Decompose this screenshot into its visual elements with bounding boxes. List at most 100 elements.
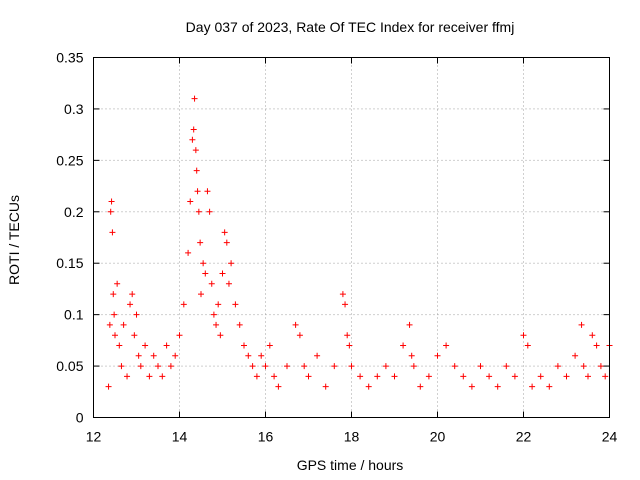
y-tick-label: 0.1 bbox=[64, 307, 84, 323]
data-point bbox=[365, 383, 372, 390]
data-point bbox=[180, 301, 187, 308]
data-point bbox=[391, 373, 398, 380]
chart-title: Day 037 of 2023, Rate Of TEC Index for r… bbox=[186, 19, 515, 35]
data-point bbox=[468, 383, 475, 390]
x-tick-label: 18 bbox=[344, 429, 360, 445]
data-point bbox=[322, 383, 329, 390]
data-points bbox=[105, 95, 613, 390]
data-point bbox=[266, 342, 273, 349]
data-point bbox=[176, 332, 183, 339]
data-point bbox=[374, 373, 381, 380]
data-point bbox=[408, 352, 415, 359]
data-point bbox=[112, 332, 118, 339]
data-point bbox=[563, 373, 570, 380]
data-point bbox=[245, 352, 252, 359]
y-tick-label: 0 bbox=[76, 410, 84, 426]
data-point bbox=[425, 373, 432, 380]
data-point bbox=[503, 363, 510, 370]
data-point bbox=[192, 147, 199, 154]
data-point bbox=[142, 342, 149, 349]
data-point bbox=[228, 260, 235, 267]
data-point bbox=[342, 301, 349, 308]
data-point bbox=[262, 363, 269, 370]
data-point bbox=[296, 332, 303, 339]
data-point bbox=[529, 383, 536, 390]
data-point bbox=[118, 363, 125, 370]
y-tick-label: 0.25 bbox=[56, 152, 83, 168]
data-point bbox=[146, 373, 153, 380]
data-point bbox=[339, 291, 346, 298]
data-point bbox=[593, 342, 600, 349]
data-point bbox=[210, 311, 217, 318]
x-tick-label: 14 bbox=[172, 429, 188, 445]
data-point bbox=[486, 373, 493, 380]
data-point bbox=[197, 239, 204, 246]
data-point bbox=[109, 229, 116, 236]
data-point bbox=[314, 352, 321, 359]
data-point bbox=[271, 373, 278, 380]
data-point bbox=[305, 373, 312, 380]
data-point bbox=[511, 373, 518, 380]
data-point bbox=[585, 373, 591, 380]
y-tick-label: 0.05 bbox=[56, 358, 83, 374]
data-point bbox=[221, 229, 228, 236]
data-point bbox=[460, 373, 467, 380]
data-point bbox=[167, 363, 174, 370]
data-point bbox=[114, 280, 121, 287]
data-point bbox=[111, 311, 118, 318]
data-point bbox=[451, 363, 458, 370]
data-point bbox=[120, 321, 127, 328]
y-tick-label: 0.3 bbox=[64, 101, 84, 117]
data-point bbox=[194, 188, 201, 195]
data-point bbox=[190, 126, 197, 133]
data-point bbox=[107, 208, 114, 215]
x-tick-label: 22 bbox=[516, 429, 532, 445]
x-tick-label: 24 bbox=[602, 429, 618, 445]
data-point bbox=[524, 342, 531, 349]
data-point bbox=[275, 383, 282, 390]
data-point bbox=[382, 363, 389, 370]
x-tick-label: 16 bbox=[258, 429, 274, 445]
y-tick-label: 0.35 bbox=[56, 50, 83, 66]
data-point bbox=[202, 270, 209, 277]
axis-ticks: 12 14 16 18 20 22 24 0 0.05 0.1 0.15 0.2 0.25 0.3 0.35 bbox=[56, 50, 617, 445]
data-point bbox=[546, 383, 553, 390]
data-point bbox=[219, 270, 226, 277]
data-point bbox=[258, 352, 265, 359]
data-point bbox=[477, 363, 484, 370]
data-point bbox=[602, 373, 609, 380]
data-point bbox=[537, 373, 544, 380]
data-point bbox=[108, 198, 115, 205]
data-point bbox=[131, 332, 138, 339]
data-point bbox=[589, 332, 596, 339]
data-point bbox=[232, 301, 239, 308]
data-point bbox=[578, 321, 585, 328]
data-point bbox=[223, 239, 230, 246]
data-point bbox=[520, 332, 527, 339]
data-point bbox=[189, 136, 196, 143]
data-point bbox=[572, 352, 579, 359]
data-point bbox=[434, 352, 441, 359]
data-point bbox=[217, 332, 224, 339]
data-point bbox=[331, 363, 338, 370]
data-point bbox=[198, 291, 204, 298]
data-point bbox=[195, 208, 202, 215]
data-point bbox=[494, 383, 501, 390]
data-point bbox=[346, 342, 353, 349]
data-point bbox=[105, 383, 112, 390]
data-point bbox=[200, 260, 207, 267]
data-point bbox=[187, 198, 194, 205]
y-tick-label: 0.15 bbox=[56, 255, 83, 271]
data-point bbox=[124, 373, 131, 380]
data-point bbox=[155, 363, 161, 370]
data-point bbox=[225, 280, 232, 287]
data-point bbox=[129, 291, 136, 298]
data-point bbox=[137, 363, 144, 370]
data-point bbox=[410, 363, 417, 370]
data-point bbox=[292, 321, 299, 328]
data-point bbox=[348, 363, 355, 370]
data-point bbox=[443, 342, 450, 349]
y-tick-label: 0.2 bbox=[64, 204, 84, 220]
data-point bbox=[284, 363, 290, 370]
